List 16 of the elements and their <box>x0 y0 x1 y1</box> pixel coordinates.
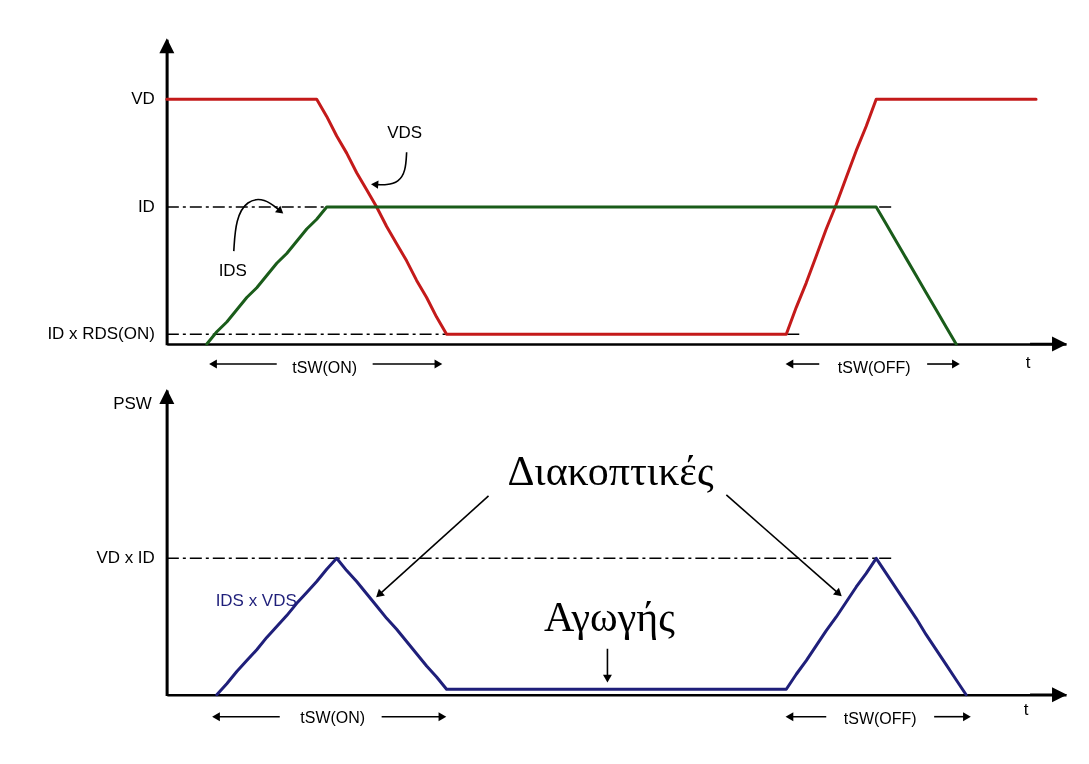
series-label: IDS x VDS <box>215 590 297 610</box>
ref-line-label: ID <box>137 196 155 216</box>
ref-line-label: VD x ID <box>96 548 155 568</box>
text: VDS <box>387 123 423 143</box>
series-label: IDS <box>218 261 247 281</box>
text: VD <box>131 89 155 109</box>
text: Διακοπτικές <box>507 447 714 494</box>
ref-line-label: ID x RDS(ON) <box>47 324 155 344</box>
text: tSW(OFF) <box>837 359 911 377</box>
annotation: Αγωγής <box>544 593 676 640</box>
text: tSW(ON) <box>300 708 366 726</box>
x-axis-title: t <box>1023 699 1029 719</box>
text: tSW(ON) <box>292 359 358 377</box>
x-axis-title: t <box>1025 353 1031 373</box>
text: tSW(OFF) <box>843 709 917 727</box>
y-axis-title: PSW <box>113 393 152 413</box>
